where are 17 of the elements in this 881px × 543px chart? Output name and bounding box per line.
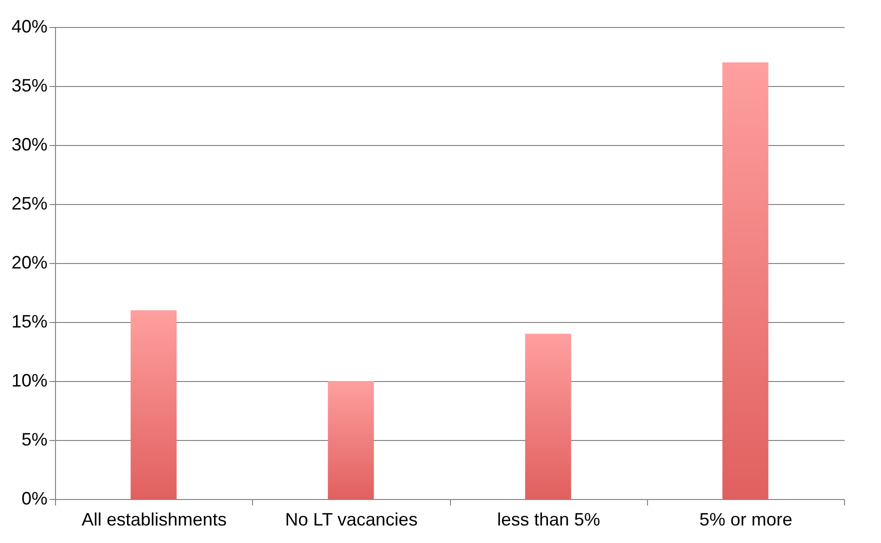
y-tick-label: 5% xyxy=(21,430,48,450)
y-tick-label: 0% xyxy=(21,488,48,508)
bar xyxy=(130,310,177,499)
y-tick-label: 40% xyxy=(11,16,48,36)
y-tick-label: 35% xyxy=(11,76,48,96)
bar xyxy=(328,381,374,499)
y-tick-label: 15% xyxy=(11,312,48,332)
bar xyxy=(525,334,572,499)
x-tick-label: No LT vacancies xyxy=(285,510,418,530)
x-tick-label: 5% or more xyxy=(699,510,792,530)
x-tick-label: All establishments xyxy=(82,510,227,530)
y-tick-label: 25% xyxy=(11,194,48,214)
y-tick-label: 30% xyxy=(11,134,48,154)
y-tick-label: 20% xyxy=(11,252,48,272)
bar xyxy=(722,62,768,499)
y-tick-label: 10% xyxy=(11,370,48,390)
x-tick-label: less than 5% xyxy=(497,510,600,530)
